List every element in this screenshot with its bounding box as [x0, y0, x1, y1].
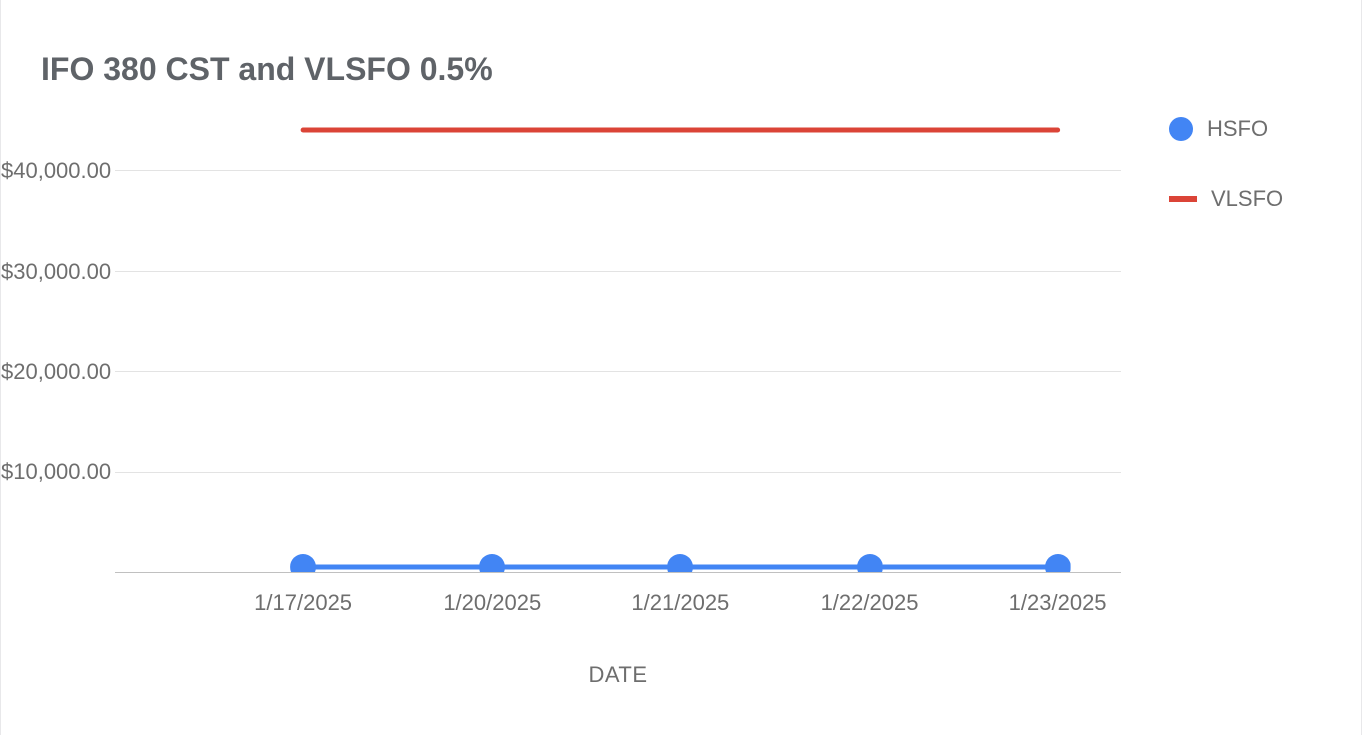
baseline: [115, 572, 1121, 573]
legend-swatch-circle-icon: [1169, 117, 1193, 141]
y-tick-label: $40,000.00: [1, 158, 107, 184]
legend-label: HSFO: [1207, 116, 1268, 142]
chart-container: IFO 380 CST and VLSFO 0.5% $10,000.00 $20…: [0, 0, 1362, 735]
legend: HSFO VLSFO: [1169, 116, 1283, 212]
x-axis-label: DATE: [518, 662, 718, 688]
x-tick-label: 1/23/2025: [968, 590, 1148, 616]
series-vlsfo-line: [115, 120, 1121, 572]
x-tick-label: 1/20/2025: [402, 590, 582, 616]
legend-item-vlsfo[interactable]: VLSFO: [1169, 186, 1283, 212]
legend-swatch-line-icon: [1169, 196, 1197, 202]
y-tick-label: $30,000.00: [1, 259, 107, 285]
plot-area: [115, 120, 1121, 572]
x-tick-label: 1/22/2025: [780, 590, 960, 616]
x-tick-label: 1/21/2025: [590, 590, 770, 616]
legend-label: VLSFO: [1211, 186, 1283, 212]
x-tick-label: 1/17/2025: [213, 590, 393, 616]
y-tick-label: $20,000.00: [1, 359, 107, 385]
legend-item-hsfo[interactable]: HSFO: [1169, 116, 1283, 142]
y-tick-label: $10,000.00: [1, 459, 107, 485]
chart-title: IFO 380 CST and VLSFO 0.5%: [41, 51, 493, 88]
